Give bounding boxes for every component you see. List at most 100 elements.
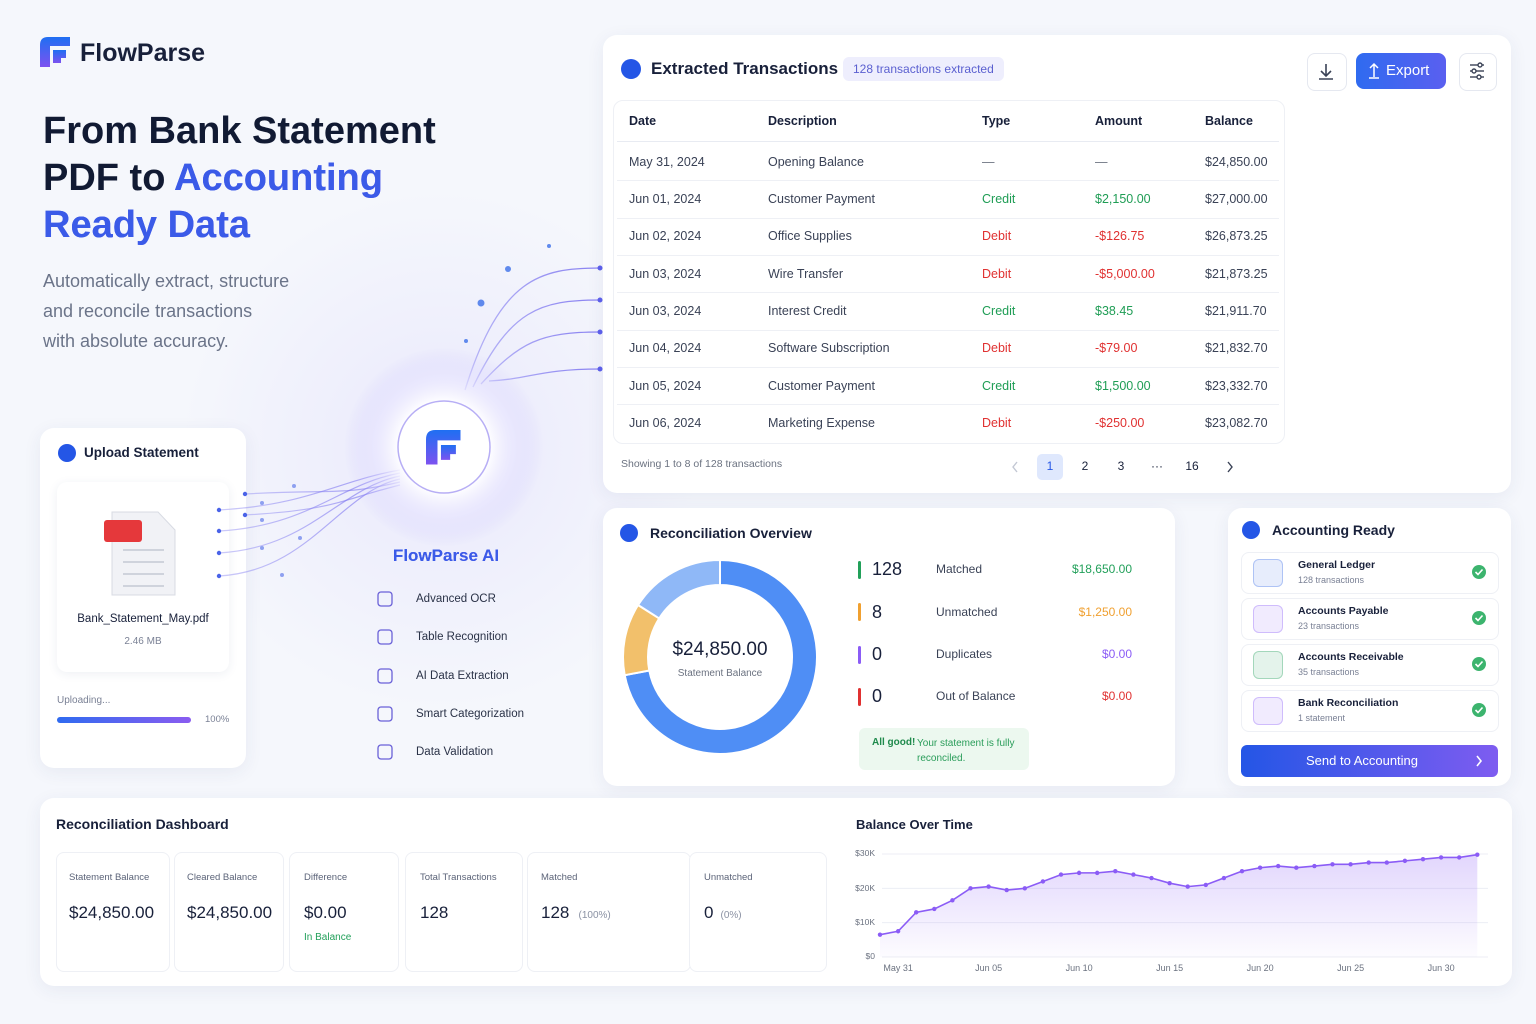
page-link[interactable]: ··· bbox=[1151, 459, 1163, 474]
hero-title: From Bank Statement bbox=[43, 110, 436, 153]
file-size: 2.46 MB bbox=[124, 635, 162, 647]
ai-feature: Data Validation bbox=[416, 745, 494, 758]
feature-icon bbox=[377, 744, 393, 760]
x-tick-label: Jun 30 bbox=[1427, 963, 1455, 974]
table-cell: — bbox=[1095, 154, 1108, 169]
ledger-row bbox=[1241, 598, 1499, 640]
note-strong: All good! bbox=[872, 736, 916, 748]
donut-total: $24,850.00 bbox=[672, 638, 768, 660]
table-cell: Debit bbox=[982, 229, 1012, 244]
metric-card bbox=[527, 852, 691, 972]
progress-bar bbox=[57, 717, 191, 723]
send-button[interactable] bbox=[1241, 745, 1498, 777]
ai-hub bbox=[397, 400, 491, 494]
row-divider bbox=[617, 292, 1279, 294]
connector-dot bbox=[597, 366, 603, 372]
ledger-icon bbox=[1253, 559, 1283, 587]
logo-shape bbox=[40, 37, 70, 67]
feature-icon bbox=[377, 706, 393, 722]
ledger-name: General Ledger bbox=[1298, 559, 1376, 572]
table-cell: $26,873.25 bbox=[1205, 229, 1268, 244]
status-label: Duplicates bbox=[936, 646, 993, 661]
connector-curve bbox=[218, 475, 401, 554]
hero-title-accent: Accounting bbox=[174, 154, 383, 203]
send-label: Send to Accounting bbox=[1305, 752, 1419, 768]
metric-value: 0 bbox=[704, 902, 714, 922]
settings-button[interactable] bbox=[1459, 53, 1497, 91]
download-button[interactable] bbox=[1307, 53, 1347, 91]
status-label: Matched bbox=[936, 562, 983, 577]
table-header: Amount bbox=[1095, 113, 1143, 128]
metric-label: Total Transactions bbox=[420, 871, 497, 883]
status-bar bbox=[858, 645, 861, 664]
status-label: Unmatched bbox=[936, 604, 998, 619]
logo-shape bbox=[53, 50, 66, 63]
ledger-row bbox=[1241, 690, 1499, 732]
table-cell: $23,332.70 bbox=[1205, 378, 1268, 393]
metric-value: $0.00 bbox=[304, 902, 347, 922]
ledger-name: Accounts Receivable bbox=[1298, 651, 1404, 664]
page-link[interactable]: 16 bbox=[1185, 459, 1199, 474]
ledger-detail: 23 transactions bbox=[1298, 621, 1360, 632]
table-cell: -$79.00 bbox=[1095, 341, 1138, 356]
brand-name: FlowParse bbox=[80, 38, 206, 67]
row-divider bbox=[617, 180, 1279, 182]
y-tick-label: $20K bbox=[855, 882, 875, 893]
table-cell: $38.45 bbox=[1095, 304, 1134, 319]
ai-feature: Smart Categorization bbox=[416, 707, 525, 720]
file-badge: PDF bbox=[111, 523, 135, 538]
current-page bbox=[1037, 454, 1063, 480]
table-cell: $21,911.70 bbox=[1205, 304, 1267, 319]
table-cell: Credit bbox=[982, 304, 1016, 319]
connector-dot bbox=[597, 329, 603, 335]
connector-curve bbox=[218, 469, 401, 511]
table-cell: -$126.75 bbox=[1095, 229, 1145, 244]
connector-curve bbox=[218, 472, 401, 532]
page-link[interactable]: 3 bbox=[1117, 459, 1125, 474]
table-cell: Jun 02, 2024 bbox=[629, 229, 702, 244]
y-tick-label: $10K bbox=[855, 917, 875, 928]
connector-curve bbox=[488, 368, 601, 382]
table-cell: Jun 06, 2024 bbox=[629, 415, 702, 430]
table-cell: $24,850.00 bbox=[1205, 154, 1268, 169]
connector-dot bbox=[505, 266, 511, 272]
connector-dot bbox=[597, 297, 603, 303]
connector-curve bbox=[218, 478, 401, 577]
metric-label: Cleared Balance bbox=[187, 871, 258, 883]
panel-title: Reconciliation Overview bbox=[650, 524, 812, 541]
table-cell: $1,500.00 bbox=[1095, 378, 1151, 393]
table-footer: Showing 1 to 8 of 128 transactions bbox=[621, 458, 783, 471]
page-link[interactable]: 2 bbox=[1081, 459, 1089, 474]
note-box bbox=[859, 728, 1029, 770]
table-cell: Software Subscription bbox=[768, 341, 890, 356]
table-cell: -$250.00 bbox=[1095, 415, 1145, 430]
metric-label: Matched bbox=[541, 871, 578, 883]
table-cell: May 31, 2024 bbox=[629, 154, 705, 169]
connector-dot bbox=[464, 339, 468, 343]
table-cell: Debit bbox=[982, 341, 1012, 356]
table-cell: Interest Credit bbox=[768, 304, 847, 319]
table-cell: $2,150.00 bbox=[1095, 192, 1151, 207]
logo-shape bbox=[426, 430, 461, 465]
ledger-icon bbox=[1253, 697, 1283, 725]
y-tick-label: $30K bbox=[855, 848, 875, 859]
logo-mark bbox=[40, 37, 70, 67]
table-cell: Debit bbox=[982, 415, 1012, 430]
row-divider bbox=[617, 329, 1279, 331]
table-cell: Wire Transfer bbox=[768, 266, 844, 281]
ledger-row bbox=[1241, 644, 1499, 686]
hero-subtitle: and reconcile transactions bbox=[43, 301, 253, 322]
page-link[interactable]: 1 bbox=[1046, 459, 1054, 474]
table-header: Date bbox=[629, 113, 657, 128]
connector-curve bbox=[472, 299, 601, 388]
upload-status: Uploading... bbox=[57, 694, 111, 706]
connector-dot bbox=[260, 518, 264, 522]
metric-value: 128 bbox=[541, 902, 570, 922]
table-cell: $21,832.70 bbox=[1205, 341, 1268, 356]
hero-title-accent: Ready Data bbox=[43, 201, 250, 250]
file-name: Bank_Statement_May.pdf bbox=[77, 612, 209, 625]
metric-label: Difference bbox=[304, 871, 348, 883]
connector-dot bbox=[260, 546, 264, 550]
